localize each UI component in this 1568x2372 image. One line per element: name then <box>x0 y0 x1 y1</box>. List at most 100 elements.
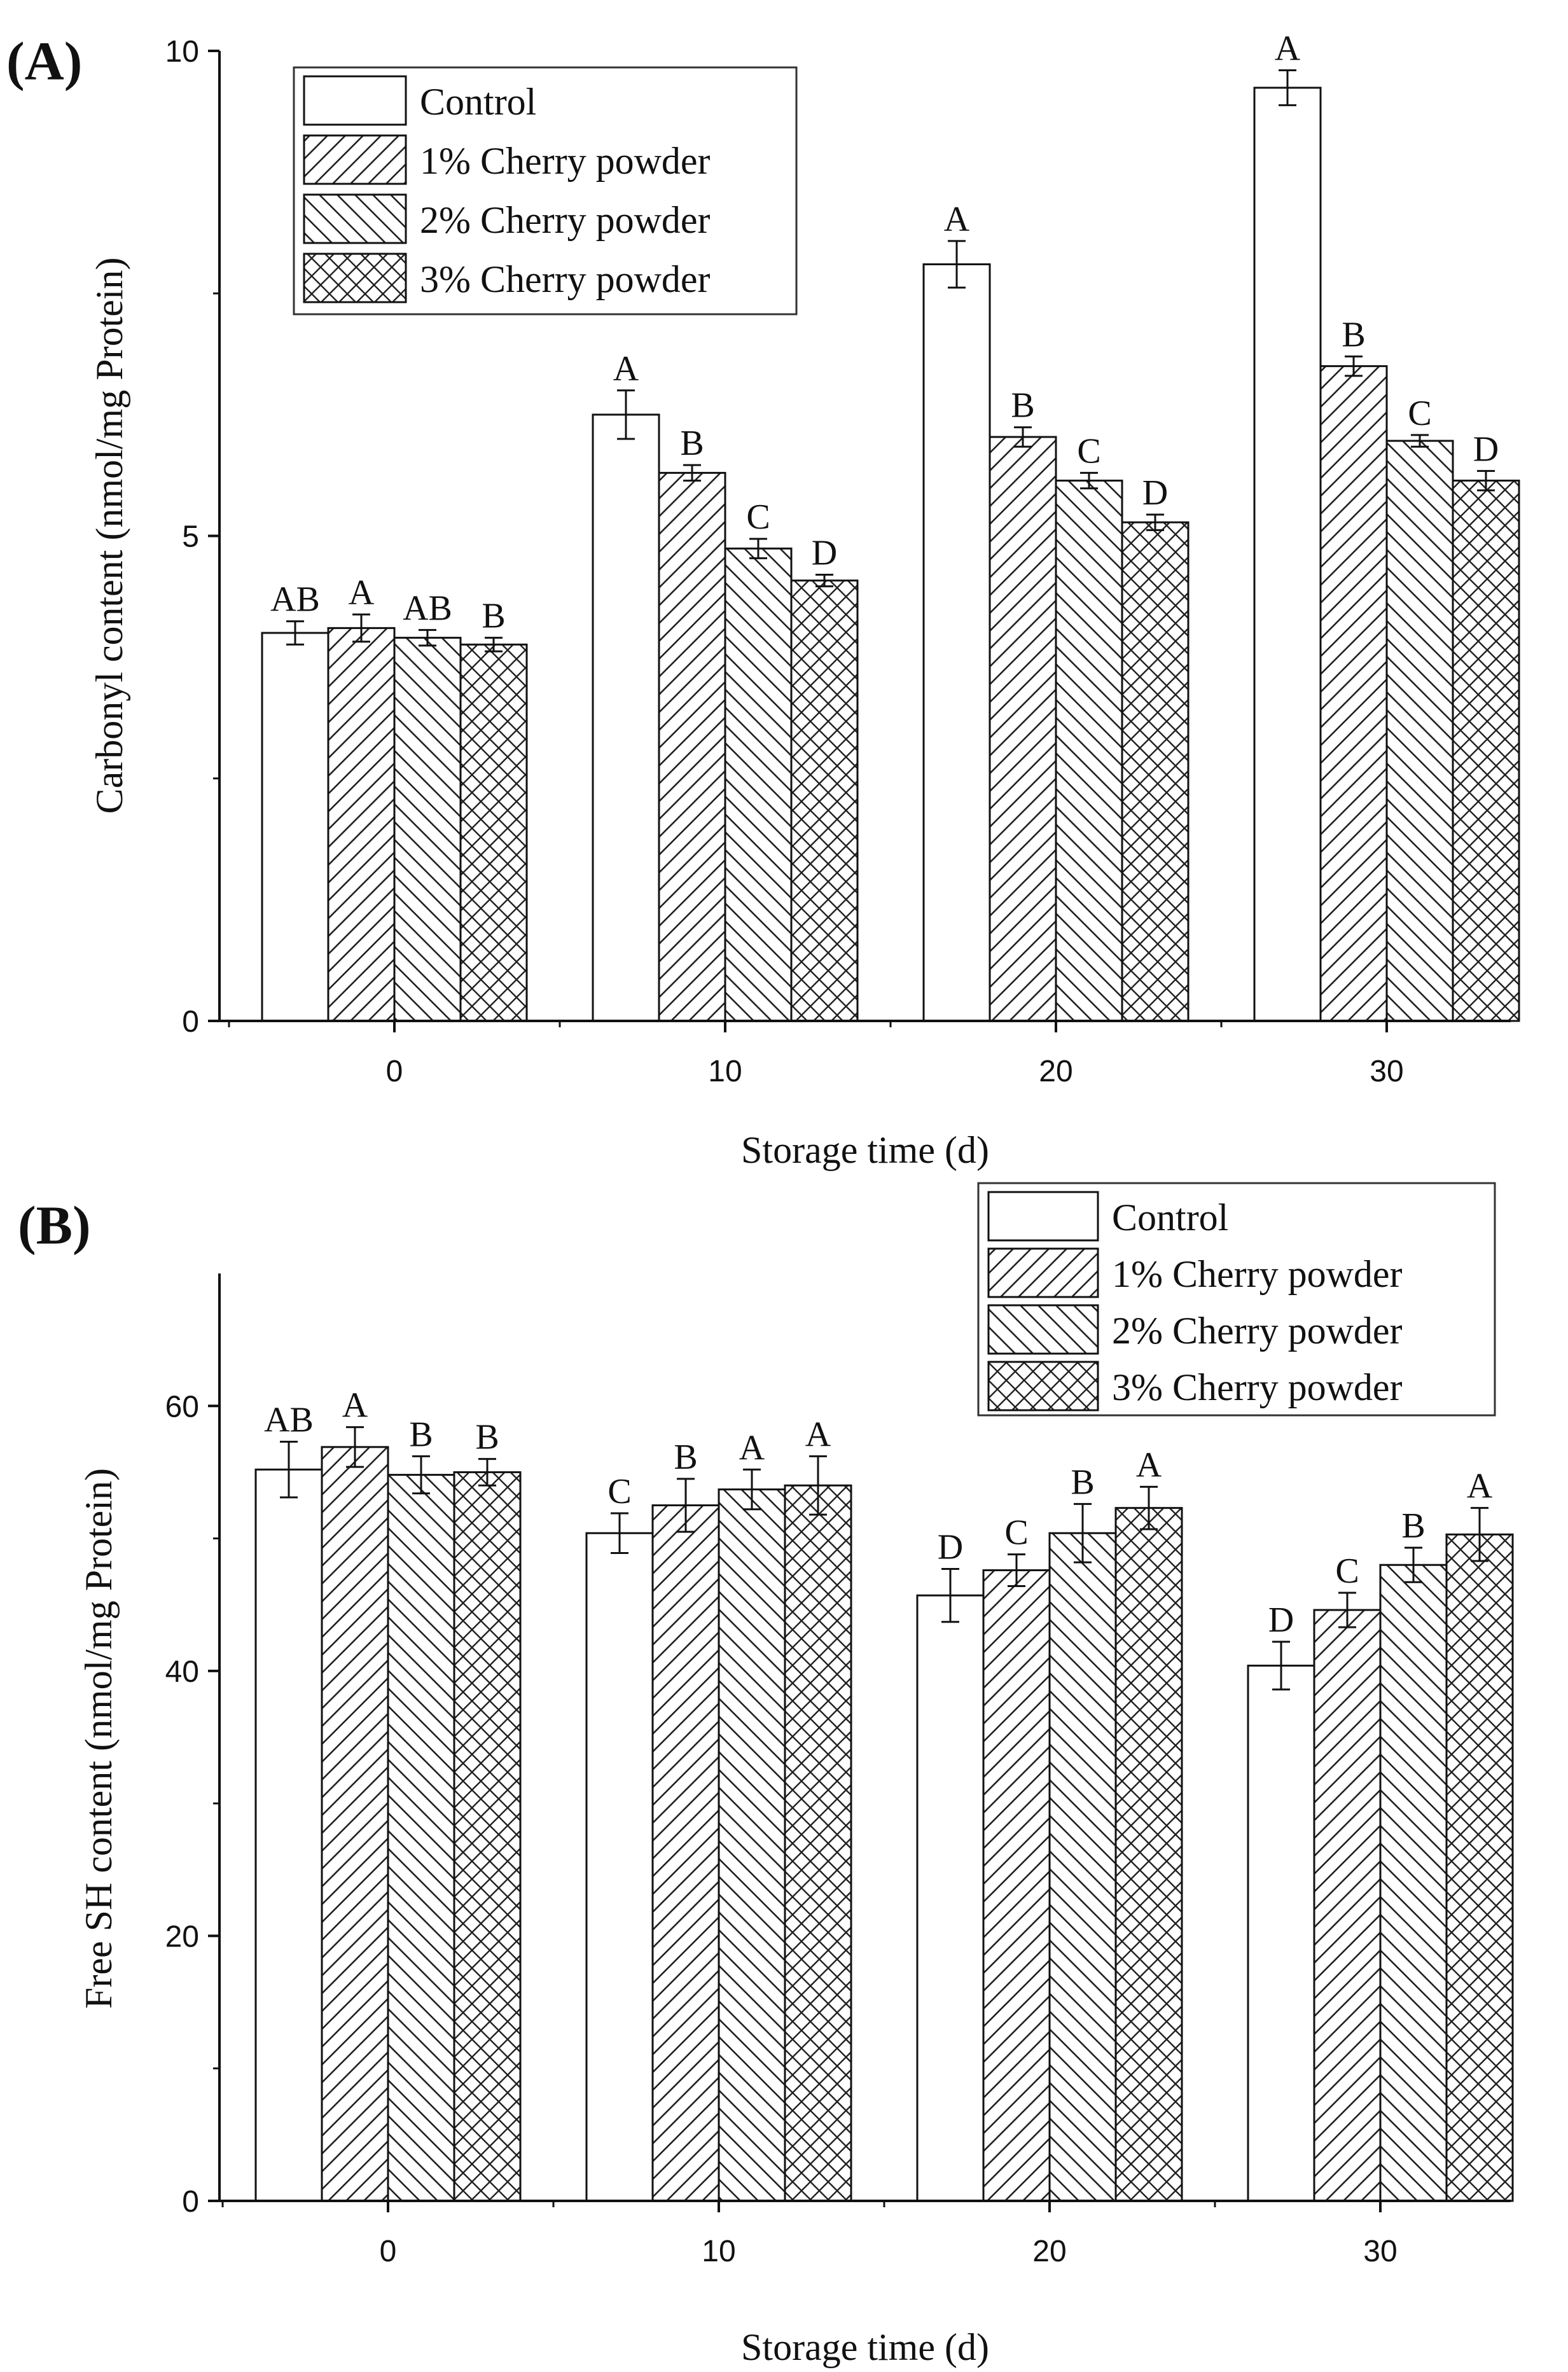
bar <box>784 1484 852 2202</box>
x-axis-title: Storage time (d) <box>741 1129 989 1171</box>
x-tick-label: 30 <box>1363 2235 1397 2268</box>
significance-letter: A <box>944 200 970 239</box>
bar <box>321 1446 389 2202</box>
bar <box>658 471 726 1022</box>
bar <box>387 1474 455 2202</box>
legend-swatch <box>987 1361 1099 1411</box>
x-tick-label: 0 <box>386 1055 403 1088</box>
x-tick-label: 30 <box>1370 1055 1403 1088</box>
significance-letter: A <box>1467 1467 1493 1506</box>
bar <box>459 643 528 1022</box>
bar <box>585 1532 654 2202</box>
bar <box>327 627 396 1022</box>
legend-label: 3% Cherry powder <box>1112 1366 1403 1408</box>
bar <box>261 632 330 1022</box>
legend-label: Control <box>420 81 536 123</box>
x-tick-label: 10 <box>702 2235 735 2268</box>
bar <box>1114 1507 1183 2202</box>
bar <box>453 1471 522 2202</box>
y-axis-title: Free SH content (nmol/mg Protein) <box>78 1468 120 2009</box>
y-tick-label: 60 <box>165 1390 199 1424</box>
bar <box>1055 480 1123 1022</box>
significance-letter: B <box>1401 1506 1425 1546</box>
significance-letter: D <box>1473 429 1499 469</box>
significance-letter: C <box>1004 1513 1028 1553</box>
bar <box>1379 1564 1448 2202</box>
bar <box>592 413 660 1022</box>
y-tick-label: 0 <box>182 2185 199 2219</box>
bar <box>1445 1533 1514 2202</box>
y-tick-label: 0 <box>182 1005 199 1039</box>
y-axis-title: Carbonyl content (nmol/mg Protein) <box>88 258 130 814</box>
legend-swatch <box>303 134 407 185</box>
legend-label: 2% Cherry powder <box>1112 1310 1403 1352</box>
y-tick-label: 10 <box>165 35 199 69</box>
x-tick-label: 0 <box>380 2235 397 2268</box>
x-axis-title: Storage time (d) <box>741 2326 989 2368</box>
bar <box>718 1488 786 2202</box>
panel-label: (B) <box>18 1195 91 1256</box>
significance-letter: B <box>1071 1462 1094 1502</box>
significance-letter: B <box>1342 315 1365 354</box>
significance-letter: B <box>1011 386 1034 426</box>
legend-label: 1% Cherry powder <box>420 140 711 182</box>
bar <box>790 579 859 1022</box>
bar <box>1121 521 1190 1022</box>
bar <box>724 547 793 1022</box>
bar <box>922 263 991 1022</box>
significance-letter: B <box>674 1438 697 1477</box>
legend-swatch <box>303 253 407 303</box>
significance-letter: A <box>1136 1445 1162 1485</box>
legend-swatch <box>987 1247 1099 1298</box>
y-tick-label: 40 <box>165 1655 199 1689</box>
bar <box>1319 365 1388 1022</box>
significance-letter: D <box>1142 473 1168 513</box>
x-tick-label: 10 <box>708 1055 742 1088</box>
significance-letter: C <box>1077 431 1100 471</box>
significance-letter: B <box>475 1418 499 1457</box>
legend-label: 3% Cherry powder <box>420 258 711 300</box>
legend-label: Control <box>1112 1196 1228 1238</box>
bar <box>982 1569 1051 2202</box>
significance-letter: A <box>739 1428 765 1467</box>
bar <box>651 1504 720 2202</box>
bar <box>393 637 462 1022</box>
y-tick-label: 5 <box>182 520 199 554</box>
significance-letter: D <box>938 1527 963 1567</box>
significance-letter: AB <box>403 588 452 628</box>
bar <box>1313 1609 1382 2202</box>
significance-letter: A <box>613 349 639 389</box>
significance-letter: A <box>342 1386 368 1425</box>
legend-swatch <box>303 193 407 244</box>
legend-swatch <box>303 75 407 126</box>
legend-swatch <box>987 1304 1099 1355</box>
significance-letter: C <box>607 1472 631 1511</box>
significance-letter: AB <box>270 580 320 620</box>
bar <box>916 1594 985 2202</box>
significance-letter: C <box>1408 394 1431 433</box>
bar <box>254 1468 323 2202</box>
bar <box>1048 1532 1117 2202</box>
bar <box>1385 440 1454 1022</box>
significance-letter: B <box>482 597 505 636</box>
significance-letter: A <box>805 1415 831 1454</box>
significance-letter: AB <box>264 1401 314 1440</box>
bar <box>1253 87 1322 1022</box>
legend-swatch <box>987 1191 1099 1242</box>
y-tick-label: 20 <box>165 1920 199 1953</box>
significance-letter: C <box>746 497 770 537</box>
significance-letter: D <box>812 534 837 573</box>
significance-letter: B <box>409 1415 433 1454</box>
bar <box>1247 1665 1315 2202</box>
bar <box>1452 480 1520 1022</box>
legend-label: 2% Cherry powder <box>420 199 711 241</box>
panel-label: (A) <box>6 31 82 92</box>
x-tick-label: 20 <box>1032 2235 1066 2268</box>
significance-letter: A <box>1275 29 1301 69</box>
significance-letter: B <box>680 424 704 463</box>
bar <box>989 436 1057 1022</box>
significance-letter: A <box>349 573 375 613</box>
